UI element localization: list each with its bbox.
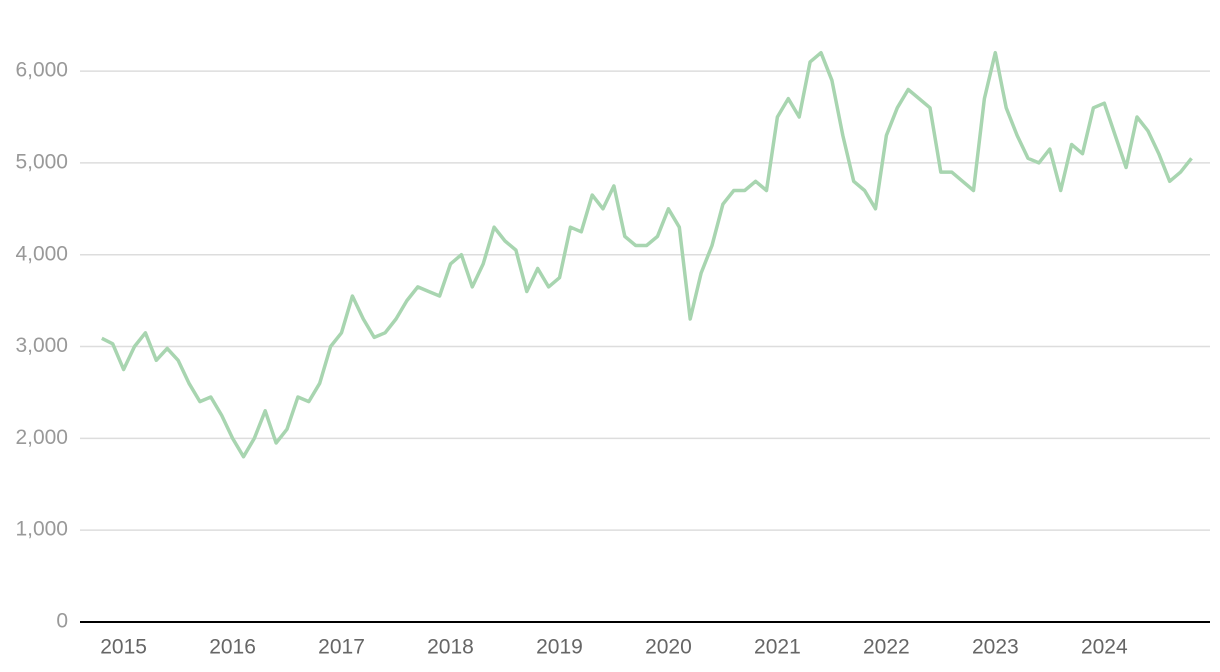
x-tick-label: 2020: [645, 636, 692, 659]
x-tick-label: 2022: [863, 636, 910, 659]
x-tick-label: 2015: [100, 636, 147, 659]
y-tick-label: 6,000: [15, 59, 68, 82]
y-tick-label: 4,000: [15, 242, 68, 265]
x-tick-label: 2016: [209, 636, 256, 659]
x-tick-label: 2021: [754, 636, 801, 659]
y-tick-label: 0: [56, 610, 68, 633]
y-tick-label: 5,000: [15, 150, 68, 173]
y-tick-label: 2,000: [15, 426, 68, 449]
x-tick-label: 2023: [972, 636, 1019, 659]
x-tick-label: 2017: [318, 636, 365, 659]
x-tick-label: 2019: [536, 636, 583, 659]
x-tick-label: 2024: [1081, 636, 1128, 659]
y-tick-label: 1,000: [15, 518, 68, 541]
y-tick-label: 3,000: [15, 334, 68, 357]
x-tick-label: 2018: [427, 636, 474, 659]
line: [101, 50, 1193, 459]
